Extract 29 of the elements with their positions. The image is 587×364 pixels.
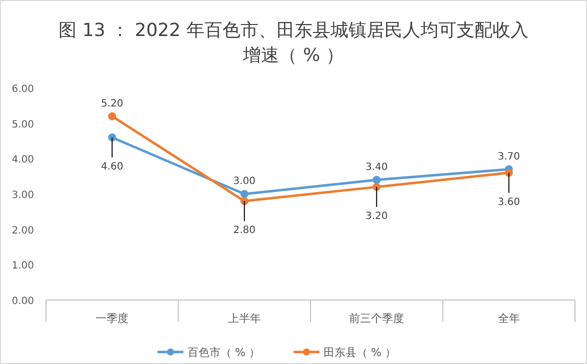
y-tick-label: 0.00 <box>12 296 34 307</box>
point <box>240 190 248 198</box>
y-tick-label: 4.00 <box>12 154 34 166</box>
y-tick-label: 5.00 <box>12 119 34 130</box>
x-tick-label: 上半年 <box>228 312 261 325</box>
legend-label: 百色市（ % ） <box>188 346 260 359</box>
data-label: 5.20 <box>100 98 124 110</box>
point <box>504 168 513 177</box>
data-label: 2.80 <box>233 225 256 236</box>
data-label: 3.70 <box>498 151 520 162</box>
legend-label: 田东县（ % ） <box>324 346 396 359</box>
data-label: 3.40 <box>365 162 388 173</box>
chart-title: 图 13 ： 2022 年百色市、田东县城镇居民人均可支配收入增速（ % ） <box>58 20 528 66</box>
point <box>372 182 381 191</box>
data-label: 3.20 <box>365 210 388 222</box>
y-tick-label: 3.00 <box>12 190 34 201</box>
point <box>108 133 116 142</box>
data-label: 3.00 <box>233 176 256 187</box>
data-label: 4.60 <box>100 161 124 172</box>
x-tick-label: 一季度 <box>96 312 129 325</box>
point <box>240 197 248 206</box>
y-tick-label: 6.00 <box>12 84 34 95</box>
point <box>372 176 381 184</box>
data-label: 3.60 <box>498 196 520 208</box>
x-tick-label: 全年 <box>498 312 520 325</box>
y-tick-label: 1.00 <box>12 260 34 272</box>
x-tick-label: 前三个季度 <box>349 312 404 325</box>
point <box>108 112 116 120</box>
y-tick-label: 2.00 <box>12 225 34 236</box>
